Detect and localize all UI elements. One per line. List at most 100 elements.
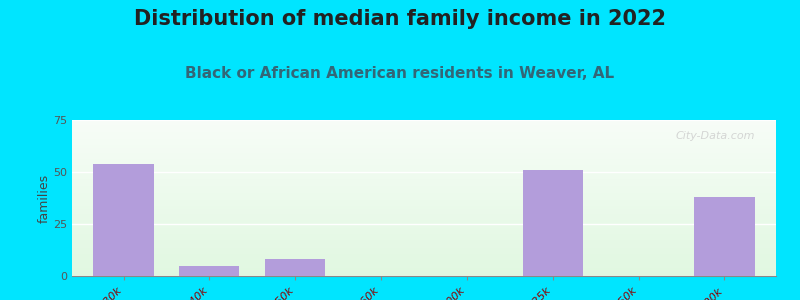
Bar (72, 193, 776, 195)
Bar (72, 189, 776, 190)
Text: City-Data.com: City-Data.com (675, 131, 755, 141)
Bar (72, 150, 776, 151)
Bar (72, 206, 776, 207)
Bar (72, 237, 776, 238)
Bar (72, 228, 776, 229)
Bar (72, 182, 776, 184)
Bar (72, 242, 776, 243)
Bar (72, 158, 776, 159)
Bar (72, 221, 776, 223)
Bar (72, 251, 776, 253)
Bar (72, 154, 776, 156)
Bar (72, 173, 776, 175)
Bar (72, 243, 776, 245)
Bar (72, 167, 776, 168)
Bar (72, 267, 776, 268)
Bar (72, 246, 776, 248)
Bar (522, 170, 583, 276)
Bar (72, 274, 776, 276)
Bar (72, 133, 776, 134)
Bar (72, 204, 776, 206)
Bar (72, 217, 776, 218)
Bar (72, 248, 776, 250)
Bar (72, 181, 776, 182)
Bar (72, 164, 776, 165)
Bar (72, 203, 776, 204)
Bar (72, 162, 776, 164)
Bar (72, 136, 776, 137)
Bar (72, 128, 776, 129)
Bar (72, 229, 776, 231)
Bar (72, 160, 776, 162)
Bar (72, 262, 776, 263)
Bar (72, 215, 776, 217)
Bar (72, 143, 776, 145)
Bar (72, 192, 776, 193)
Text: Distribution of median family income in 2022: Distribution of median family income in … (134, 9, 666, 29)
Bar (72, 137, 776, 139)
Bar (72, 172, 776, 173)
Bar (72, 195, 776, 196)
Bar (72, 223, 776, 224)
Bar (72, 200, 776, 201)
Bar (72, 259, 776, 260)
Bar (72, 131, 776, 133)
Bar (72, 224, 776, 226)
Bar (72, 122, 776, 123)
Bar (72, 268, 776, 270)
Bar (72, 190, 776, 192)
Bar (72, 168, 776, 170)
Bar (72, 238, 776, 240)
Bar (72, 254, 776, 256)
Bar (72, 187, 776, 189)
Bar (72, 232, 776, 234)
Bar (72, 145, 776, 146)
Bar (72, 201, 776, 203)
Y-axis label: families: families (38, 173, 50, 223)
Bar (72, 170, 776, 172)
Bar (72, 134, 776, 136)
Bar (72, 142, 776, 143)
Bar (72, 198, 776, 200)
Bar (179, 266, 239, 276)
Bar (72, 245, 776, 246)
Bar (72, 212, 776, 214)
Bar (72, 140, 776, 142)
Bar (72, 214, 776, 215)
Bar (94, 164, 154, 276)
Bar (72, 125, 776, 126)
Bar (72, 218, 776, 220)
Bar (72, 220, 776, 221)
Bar (72, 185, 776, 187)
Bar (72, 176, 776, 178)
Bar (72, 231, 776, 232)
Bar (72, 196, 776, 198)
Bar (72, 151, 776, 153)
Bar (72, 175, 776, 176)
Bar (72, 184, 776, 185)
Bar (72, 234, 776, 236)
Bar (72, 179, 776, 181)
Bar (72, 153, 776, 154)
Bar (72, 273, 776, 274)
Bar (72, 207, 776, 209)
Bar (72, 178, 776, 179)
Bar (72, 156, 776, 158)
Bar (72, 260, 776, 262)
Bar (72, 250, 776, 251)
Bar (72, 263, 776, 265)
Bar (72, 148, 776, 150)
Bar (72, 165, 776, 167)
Bar (72, 253, 776, 254)
Bar (72, 146, 776, 148)
Bar (72, 257, 776, 259)
Bar (72, 211, 776, 212)
Bar (72, 126, 776, 128)
Bar (72, 129, 776, 131)
Bar (72, 226, 776, 228)
Bar (72, 139, 776, 140)
Bar (72, 271, 776, 273)
Bar (694, 197, 754, 276)
Bar (265, 260, 326, 276)
Bar (72, 159, 776, 160)
